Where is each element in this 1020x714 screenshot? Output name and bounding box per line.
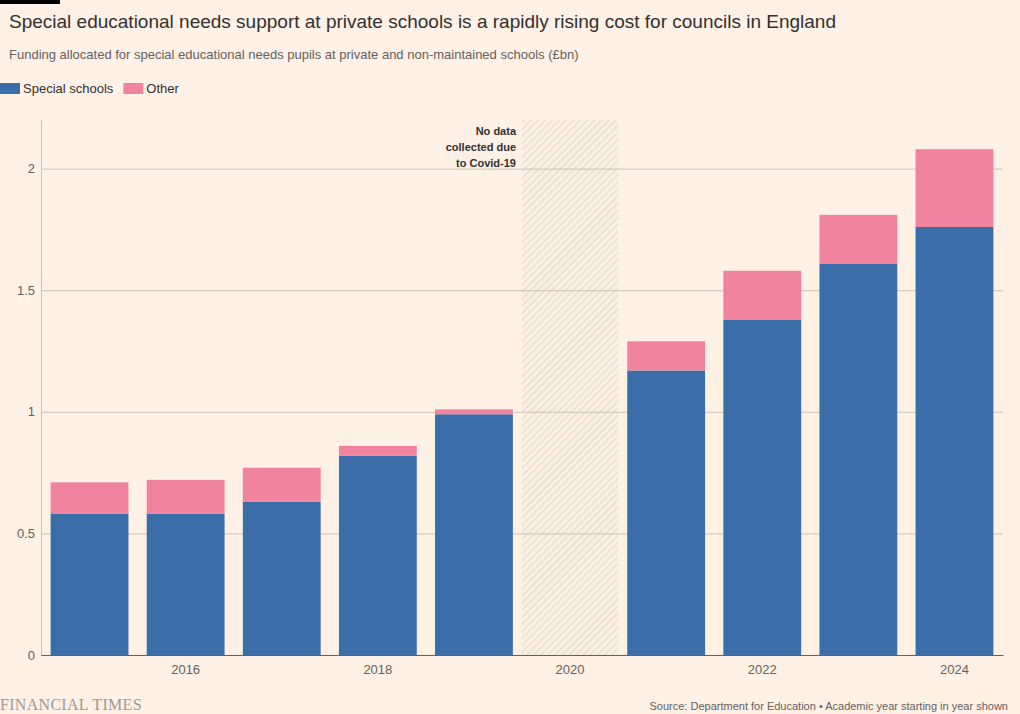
series-0 bbox=[51, 227, 994, 655]
title: Special educational needs support at pri… bbox=[9, 11, 836, 32]
bar bbox=[147, 514, 225, 655]
annotation-line: to Covid-19 bbox=[456, 157, 516, 169]
logo: FINANCIAL TIMES bbox=[0, 696, 142, 713]
legend-label: Other bbox=[146, 81, 179, 96]
bar bbox=[435, 414, 513, 655]
no-data-band bbox=[522, 120, 618, 655]
bar bbox=[339, 456, 417, 655]
legend-label: Special schools bbox=[23, 81, 114, 96]
x-tick: 2020 bbox=[556, 655, 585, 677]
x-tick: 2016 bbox=[171, 655, 200, 677]
source: Source: Department for Education • Acade… bbox=[650, 700, 1008, 712]
y-axis: 0 0.5 1 1.5 2 bbox=[17, 121, 1003, 663]
bar bbox=[339, 446, 417, 456]
x-tick-label: 2022 bbox=[748, 662, 777, 677]
bar bbox=[147, 480, 225, 514]
grid-line bbox=[41, 655, 1003, 656]
annotation-line: collected due bbox=[446, 141, 516, 153]
y-tick-label: 0 bbox=[28, 648, 35, 663]
y-tick-label: 0.5 bbox=[17, 526, 35, 541]
bar bbox=[723, 271, 801, 320]
y-tick-label: 2 bbox=[28, 161, 35, 176]
x-tick-label: 2020 bbox=[556, 662, 585, 677]
series-1 bbox=[51, 149, 994, 514]
bar bbox=[243, 502, 321, 655]
bar bbox=[916, 227, 994, 655]
bar bbox=[627, 370, 705, 655]
bar bbox=[435, 409, 513, 414]
x-tick-label: 2016 bbox=[171, 662, 200, 677]
legend-swatch bbox=[123, 83, 143, 94]
y-tick-label: 1.5 bbox=[17, 283, 35, 298]
grid-line bbox=[41, 169, 1003, 170]
bar bbox=[627, 341, 705, 370]
bar bbox=[243, 468, 321, 502]
x-axis-line bbox=[42, 655, 1004, 656]
bar bbox=[916, 149, 994, 227]
x-tick-label: 2024 bbox=[940, 662, 969, 677]
chart: Special educational needs support at pri… bbox=[0, 0, 1020, 714]
bar bbox=[723, 319, 801, 655]
x-tick-label: 2018 bbox=[363, 662, 392, 677]
x-tick: 2022 bbox=[748, 655, 777, 677]
y-axis-line bbox=[41, 121, 42, 656]
brand-bar bbox=[0, 0, 60, 4]
annotation: No data collected due to Covid-19 bbox=[446, 125, 517, 169]
x-tick: 2024 bbox=[940, 655, 969, 677]
bars bbox=[51, 149, 994, 655]
y-tick-label: 1 bbox=[28, 404, 35, 419]
legend: Special schools Other bbox=[0, 81, 180, 96]
subtitle: Funding allocated for special educationa… bbox=[9, 47, 578, 62]
legend-swatch bbox=[0, 83, 20, 94]
x-tick: 2018 bbox=[363, 655, 392, 677]
bar bbox=[51, 482, 129, 514]
x-axis: 2016 2018 2020 2022 2024 bbox=[42, 655, 1004, 677]
bar bbox=[51, 514, 129, 655]
annotation-line: No data bbox=[476, 125, 517, 137]
bar bbox=[819, 263, 897, 655]
bar bbox=[819, 215, 897, 264]
